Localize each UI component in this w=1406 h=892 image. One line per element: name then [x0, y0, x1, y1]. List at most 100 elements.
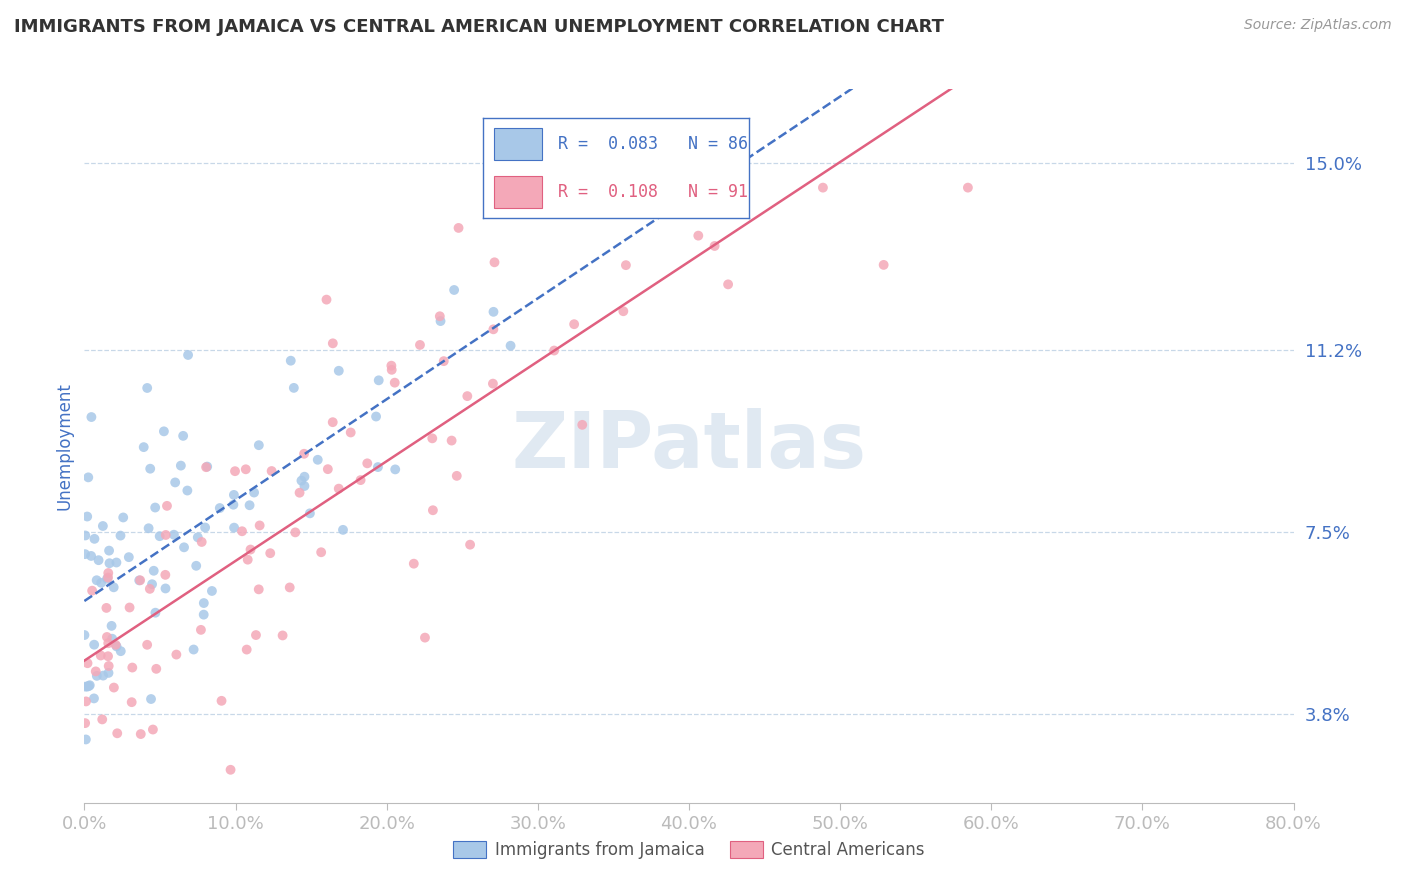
Point [86, 573, 108, 587]
Point [97, 566, 120, 580]
Point [247, 438, 270, 452]
Point [118, 550, 141, 565]
Point [222, 498, 245, 512]
Y-axis label: Unemployment: Unemployment [55, 382, 73, 510]
Point [236, 552, 259, 566]
Point [97, 570, 120, 584]
Point [96, 601, 118, 615]
Point [82, 583, 104, 598]
Point [190, 535, 212, 549]
Point [717, 277, 740, 292]
Point [247, 582, 270, 597]
Point [110, 644, 132, 658]
Point [235, 462, 257, 476]
Point [138, 521, 160, 535]
Point [309, 545, 332, 559]
Point [83, 691, 105, 706]
Point [91, 519, 114, 533]
Point [384, 376, 406, 390]
Point [315, 293, 337, 307]
Point [128, 574, 150, 588]
Point [811, 180, 834, 194]
Point [165, 648, 187, 662]
Point [224, 521, 246, 535]
Point [239, 542, 262, 557]
Point [420, 431, 443, 445]
Point [139, 461, 162, 475]
Point [76, 509, 98, 524]
Point [211, 694, 233, 708]
Point [290, 474, 312, 488]
Point [222, 488, 245, 502]
Point [322, 336, 344, 351]
Point [121, 660, 143, 674]
Point [83, 532, 105, 546]
Point [243, 485, 266, 500]
Point [187, 530, 209, 544]
Point [83, 638, 105, 652]
Point [284, 525, 307, 540]
Point [96, 572, 118, 586]
Point [499, 339, 522, 353]
Point [259, 546, 281, 560]
Point [456, 389, 478, 403]
Point [132, 440, 155, 454]
Legend: Immigrants from Jamaica, Central Americans: Immigrants from Jamaica, Central America… [447, 834, 931, 866]
Point [142, 564, 165, 578]
Point [543, 343, 565, 358]
Point [149, 529, 172, 543]
Point [440, 434, 463, 448]
Point [283, 381, 305, 395]
Point [73, 628, 96, 642]
Point [194, 520, 217, 534]
Point [381, 363, 404, 377]
Point [84, 665, 107, 679]
Point [280, 353, 302, 368]
Point [183, 642, 205, 657]
Point [104, 638, 127, 652]
Point [97, 659, 120, 673]
Text: Source: ZipAtlas.com: Source: ZipAtlas.com [1244, 18, 1392, 32]
Point [76, 657, 98, 671]
Point [97, 636, 120, 650]
Point [231, 524, 253, 539]
Point [139, 692, 162, 706]
Point [298, 507, 321, 521]
Point [482, 322, 505, 336]
Text: IMMIGRANTS FROM JAMAICA VS CENTRAL AMERICAN UNEMPLOYMENT CORRELATION CHART: IMMIGRANTS FROM JAMAICA VS CENTRAL AMERI… [14, 18, 943, 36]
Point [91, 668, 114, 682]
Point [136, 638, 159, 652]
Point [75, 732, 97, 747]
Point [443, 283, 465, 297]
Point [90, 648, 112, 663]
Point [208, 501, 231, 516]
Point [429, 314, 451, 328]
Point [75, 680, 97, 694]
Point [136, 381, 159, 395]
Point [156, 499, 179, 513]
Point [143, 500, 166, 515]
Point [195, 460, 218, 475]
Point [98, 556, 121, 570]
Point [90, 575, 112, 590]
Point [364, 409, 387, 424]
Point [80, 410, 103, 425]
Point [105, 726, 128, 740]
Point [482, 376, 505, 391]
Point [105, 640, 128, 654]
Point [110, 528, 132, 542]
Point [278, 581, 301, 595]
Point [80, 549, 103, 563]
Point [328, 482, 350, 496]
Point [219, 763, 242, 777]
Point [356, 456, 378, 470]
Point [97, 649, 120, 664]
Point [288, 485, 311, 500]
Point [142, 723, 165, 737]
Point [260, 464, 283, 478]
Point [458, 538, 481, 552]
Point [98, 543, 121, 558]
Point [79, 678, 101, 692]
Point [339, 425, 361, 440]
Point [422, 503, 444, 517]
